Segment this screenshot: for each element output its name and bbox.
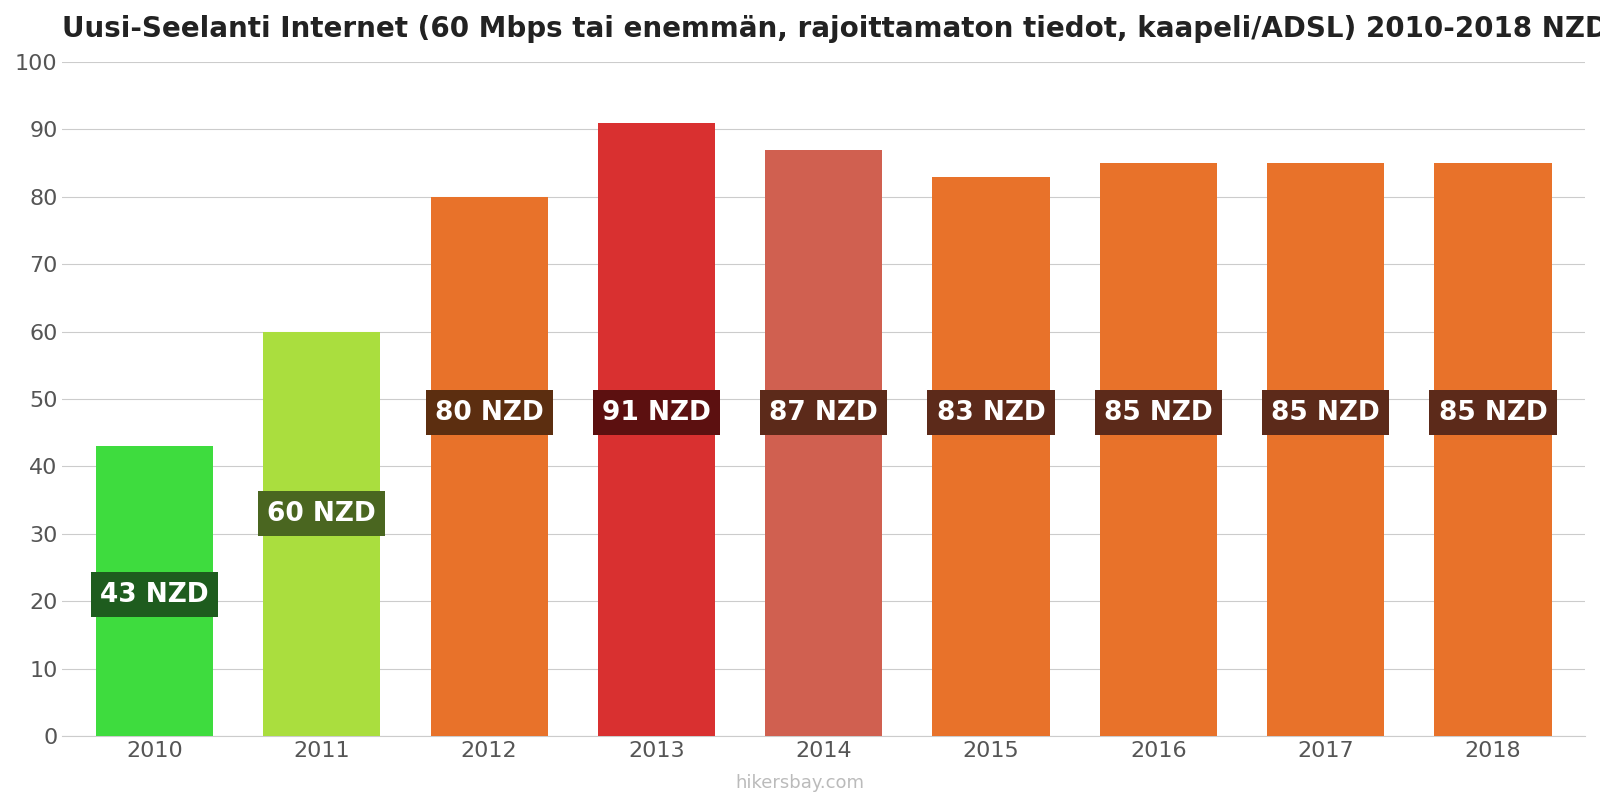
Text: 80 NZD: 80 NZD bbox=[435, 399, 544, 426]
Bar bbox=[1267, 163, 1384, 736]
Text: 60 NZD: 60 NZD bbox=[267, 501, 376, 526]
Bar bbox=[1099, 163, 1218, 736]
Bar bbox=[1435, 163, 1552, 736]
Text: Uusi-Seelanti Internet (60 Mbps tai enemmän, rajoittamaton tiedot, kaapeli/ADSL): Uusi-Seelanti Internet (60 Mbps tai enem… bbox=[62, 15, 1600, 43]
Bar bbox=[598, 122, 715, 736]
Bar bbox=[96, 446, 213, 736]
Bar bbox=[933, 177, 1050, 736]
Text: 85 NZD: 85 NZD bbox=[1104, 399, 1213, 426]
Bar bbox=[765, 150, 882, 736]
Text: 85 NZD: 85 NZD bbox=[1438, 399, 1547, 426]
Text: hikersbay.com: hikersbay.com bbox=[736, 774, 864, 792]
Text: 43 NZD: 43 NZD bbox=[101, 582, 210, 607]
Bar bbox=[264, 332, 381, 736]
Text: 91 NZD: 91 NZD bbox=[602, 399, 710, 426]
Text: 87 NZD: 87 NZD bbox=[770, 399, 878, 426]
Bar bbox=[430, 197, 547, 736]
Text: 85 NZD: 85 NZD bbox=[1272, 399, 1381, 426]
Text: 83 NZD: 83 NZD bbox=[936, 399, 1045, 426]
